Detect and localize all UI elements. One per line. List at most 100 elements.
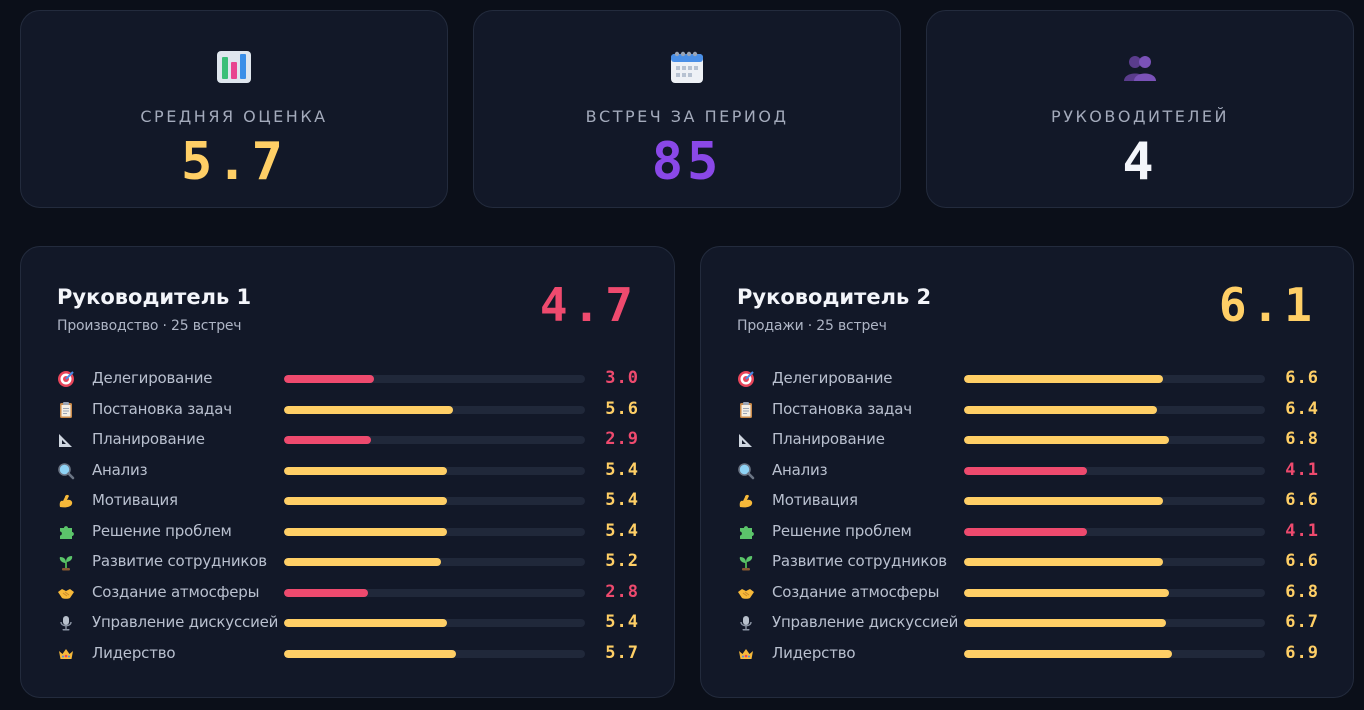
muscle-icon: [57, 492, 75, 510]
score-bar-fill: [964, 649, 1172, 658]
metric-row: Мотивация 6.6: [737, 489, 1319, 513]
metric-row: Развитие сотрудников 5.2: [57, 550, 639, 574]
metric-label: Лидерство: [92, 643, 176, 662]
score-bar-fill: [284, 497, 447, 505]
magnifier-icon: [57, 462, 75, 480]
bar-chart-icon: [216, 49, 252, 85]
stat-label: ВСТРЕЧ ЗА ПЕРИОД: [585, 107, 789, 126]
metric-row: Делегирование 3.0: [57, 367, 639, 391]
metric-label: Лидерство: [772, 643, 856, 662]
metric-row: Анализ 4.1: [737, 459, 1319, 483]
stat-card-meetings: ВСТРЕЧ ЗА ПЕРИОД 85: [473, 10, 901, 208]
stat-card-average-score: СРЕДНЯЯ ОЦЕНКА 5.7: [20, 10, 448, 208]
metric-value: 5.7: [605, 642, 639, 663]
score-bar-fill: [964, 375, 1163, 383]
score-bar-fill: [964, 588, 1169, 597]
score-bar-fill: [964, 558, 1163, 566]
stat-value: 85: [651, 132, 723, 192]
puzzle-icon: [737, 523, 755, 541]
ruler-icon: [57, 431, 75, 449]
score-bar-fill: [284, 558, 441, 566]
metric-label: Решение проблем: [772, 521, 912, 540]
sprout-icon: [57, 553, 75, 571]
metric-value: 5.6: [605, 398, 639, 419]
score-bar: [284, 466, 585, 475]
score-bar: [284, 649, 585, 658]
metric-label: Планирование: [92, 430, 205, 448]
score-bar-fill: [284, 619, 447, 627]
metric-value: 6.6: [1285, 368, 1319, 388]
stat-card-managers: РУКОВОДИТЕЛЕЙ 4: [926, 10, 1354, 208]
metric-label: Развитие сотрудников: [92, 552, 267, 570]
score-bar-fill: [284, 588, 369, 597]
score-bar: [284, 436, 585, 444]
metric-value: 2.9: [605, 429, 639, 449]
metric-row: Управление дискуссией 5.4: [57, 611, 639, 635]
metric-row: Решение проблем 5.4: [57, 520, 639, 544]
score-bar-fill: [284, 436, 372, 444]
score-bar-fill: [964, 466, 1088, 475]
crown-icon: [737, 645, 755, 663]
score-bar-fill: [964, 497, 1163, 505]
metric-row: Постановка задач 5.6: [57, 398, 639, 422]
score-bar-fill: [284, 466, 447, 475]
metric-label: Управление дискуссией: [92, 613, 279, 631]
metric-row: Планирование 6.8: [737, 428, 1319, 452]
microphone-icon: [737, 614, 755, 632]
metric-value: 6.7: [1285, 612, 1319, 632]
metric-label: Делегирование: [92, 369, 213, 387]
metric-label: Анализ: [92, 460, 148, 479]
metric-row: Мотивация 5.4: [57, 489, 639, 513]
people-icon: [1122, 49, 1158, 85]
metric-label: Управление дискуссией: [772, 613, 959, 631]
manager-subtitle: Производство · 25 встреч: [57, 318, 242, 334]
score-bar: [284, 558, 585, 566]
target-icon: [57, 370, 75, 388]
metric-row: Создание атмосферы 6.8: [737, 581, 1319, 605]
score-bar-fill: [964, 527, 1088, 536]
metric-label: Мотивация: [772, 491, 858, 509]
handshake-icon: [737, 584, 755, 602]
metric-value: 5.4: [605, 612, 639, 632]
metric-value: 4.1: [1285, 520, 1319, 541]
metric-row: Лидерство 6.9: [737, 642, 1319, 666]
calendar-icon: [669, 49, 705, 85]
metric-label: Анализ: [772, 460, 828, 479]
stat-label: СРЕДНЯЯ ОЦЕНКА: [140, 107, 328, 126]
metric-value: 4.1: [1285, 459, 1319, 480]
metric-value: 5.4: [605, 459, 639, 480]
score-bar: [964, 466, 1265, 475]
score-bar-fill: [964, 436, 1169, 444]
score-bar: [284, 527, 585, 536]
score-bar-fill: [964, 619, 1166, 627]
metric-value: 6.6: [1285, 551, 1319, 571]
metric-label: Мотивация: [92, 491, 178, 509]
metric-value: 3.0: [605, 368, 639, 388]
metric-value: 6.8: [1285, 581, 1319, 602]
metric-label: Создание атмосферы: [772, 582, 940, 601]
score-bar-fill: [284, 375, 375, 383]
manager-score: 6.1: [1218, 278, 1317, 332]
metric-label: Постановка задач: [772, 399, 912, 418]
ruler-icon: [737, 431, 755, 449]
metric-row: Управление дискуссией 6.7: [737, 611, 1319, 635]
microphone-icon: [57, 614, 75, 632]
target-icon: [737, 370, 755, 388]
handshake-icon: [57, 584, 75, 602]
score-bar: [284, 375, 585, 383]
metric-row: Решение проблем 4.1: [737, 520, 1319, 544]
score-bar: [964, 558, 1265, 566]
metric-row: Постановка задач 6.4: [737, 398, 1319, 422]
manager-card: Руководитель 2 Продажи · 25 встреч 6.1 Д…: [700, 246, 1354, 698]
stat-value: 5.7: [181, 132, 287, 192]
score-bar: [964, 649, 1265, 658]
metric-row: Лидерство 5.7: [57, 642, 639, 666]
score-bar: [964, 619, 1265, 627]
metric-label: Создание атмосферы: [92, 582, 260, 601]
manager-name: Руководитель 2: [737, 285, 932, 309]
score-bar-fill: [284, 649, 456, 658]
metric-label: Постановка задач: [92, 399, 232, 418]
stat-label: РУКОВОДИТЕЛЕЙ: [1051, 107, 1229, 126]
metric-row: Делегирование 6.6: [737, 367, 1319, 391]
metric-value: 6.4: [1285, 398, 1319, 419]
